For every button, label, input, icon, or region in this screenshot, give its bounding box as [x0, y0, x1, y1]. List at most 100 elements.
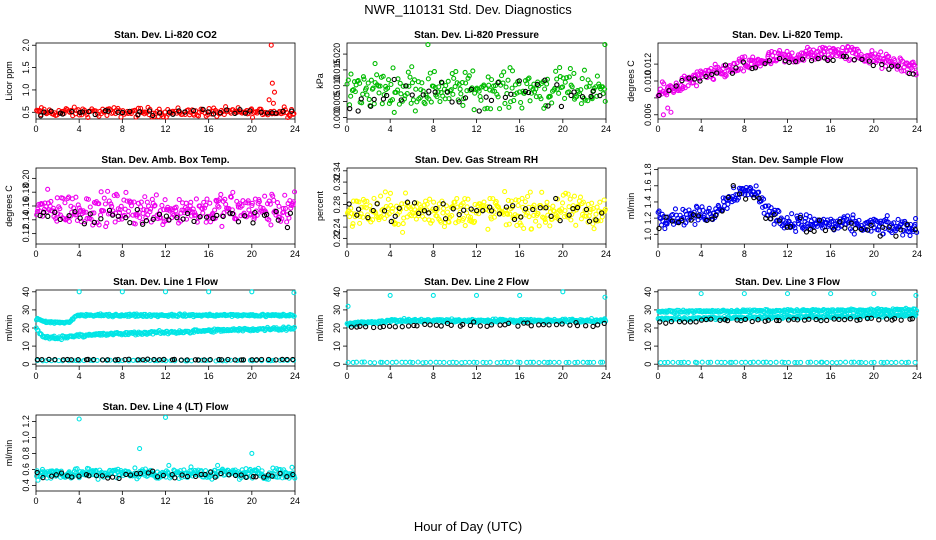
data-point [733, 65, 739, 71]
data-point [227, 210, 233, 216]
data-point [423, 359, 429, 366]
data-point [847, 316, 853, 322]
data-point [741, 291, 747, 297]
data-point [529, 226, 535, 232]
data-point [526, 214, 532, 220]
data-point [539, 189, 545, 195]
data-point [858, 52, 864, 58]
data-point [750, 54, 756, 60]
data-point [237, 107, 243, 113]
x-tick-label: 0 [344, 124, 349, 134]
data-point [876, 317, 882, 323]
x-tick-label: 20 [558, 371, 568, 381]
data-point [733, 359, 739, 365]
y-axis-label: kPa [315, 73, 325, 89]
data-point [389, 97, 396, 103]
data-point [756, 189, 762, 195]
data-point [828, 291, 834, 297]
data-point [866, 58, 873, 64]
data-point [553, 195, 559, 202]
data-point [162, 414, 169, 420]
panel-7: Stan. Dev. Line 1 Flow 0 4 8 12 16 20 24 0 10 20 30… [4, 277, 300, 381]
data-point [755, 359, 761, 365]
data-point [363, 205, 369, 211]
y-tick-label: 1.0 [643, 228, 653, 241]
data-point [753, 183, 759, 189]
data-point [668, 318, 674, 325]
data-point [270, 357, 276, 363]
data-point [217, 110, 223, 116]
data-point [665, 105, 671, 111]
data-point [385, 85, 391, 91]
x-tick-label: 8 [120, 124, 125, 134]
series-band [344, 289, 609, 328]
data-point [188, 199, 194, 205]
data-point [829, 53, 835, 59]
data-point [830, 226, 837, 232]
panel-title: Stan. Dev. Line 3 Flow [735, 277, 840, 288]
x-tick-label: 24 [912, 124, 922, 134]
data-point [686, 75, 692, 81]
data-point [676, 318, 683, 325]
data-point [486, 82, 492, 88]
data-point [454, 195, 460, 202]
data-point [83, 209, 89, 215]
data-point [138, 204, 144, 210]
data-point [480, 208, 486, 214]
data-point [846, 57, 852, 63]
data-point [362, 199, 368, 205]
data-point [107, 357, 113, 363]
data-point [568, 217, 574, 223]
data-point [528, 323, 534, 329]
data-point [128, 203, 135, 209]
data-point [137, 109, 143, 115]
data-point [515, 202, 521, 209]
data-point [578, 87, 584, 93]
data-point [131, 199, 137, 205]
data-point [347, 105, 353, 112]
data-point [544, 76, 551, 82]
data-point [249, 200, 255, 206]
data-point [253, 357, 260, 363]
data-point [461, 207, 467, 213]
data-point [138, 199, 144, 205]
series-all [34, 42, 297, 121]
data-point [685, 83, 691, 89]
panel-4: Stan. Dev. Amb. Box Temp. 0 4 8 12 16 20 24 0.12… [4, 155, 300, 259]
data-point [907, 316, 913, 322]
data-point [542, 77, 548, 83]
data-point [382, 189, 388, 195]
data-point [719, 208, 725, 214]
data-point [546, 322, 552, 328]
data-point [491, 214, 497, 220]
data-point [841, 316, 848, 323]
data-point [704, 217, 710, 224]
data-point [154, 474, 161, 480]
data-point [232, 357, 238, 363]
data-point [822, 227, 829, 234]
data-point [395, 221, 401, 227]
x-tick-label: 24 [912, 249, 922, 259]
data-point [249, 289, 255, 295]
data-point [62, 200, 68, 206]
data-point [502, 100, 508, 107]
data-point [271, 197, 277, 203]
data-point [597, 92, 603, 99]
data-point [96, 201, 102, 207]
data-point [913, 311, 919, 318]
data-point [602, 98, 608, 104]
data-point [725, 194, 732, 201]
data-point [370, 217, 376, 223]
data-point [909, 316, 915, 322]
data-point [588, 93, 594, 100]
data-point [202, 471, 208, 478]
data-point [127, 219, 133, 226]
data-point [367, 203, 373, 209]
data-point [143, 217, 150, 224]
data-point [354, 212, 360, 218]
data-point [452, 83, 458, 90]
x-tick-label: 0 [33, 249, 38, 259]
x-tick-label: 8 [120, 496, 125, 506]
data-point [560, 289, 566, 295]
data-point [132, 221, 138, 227]
